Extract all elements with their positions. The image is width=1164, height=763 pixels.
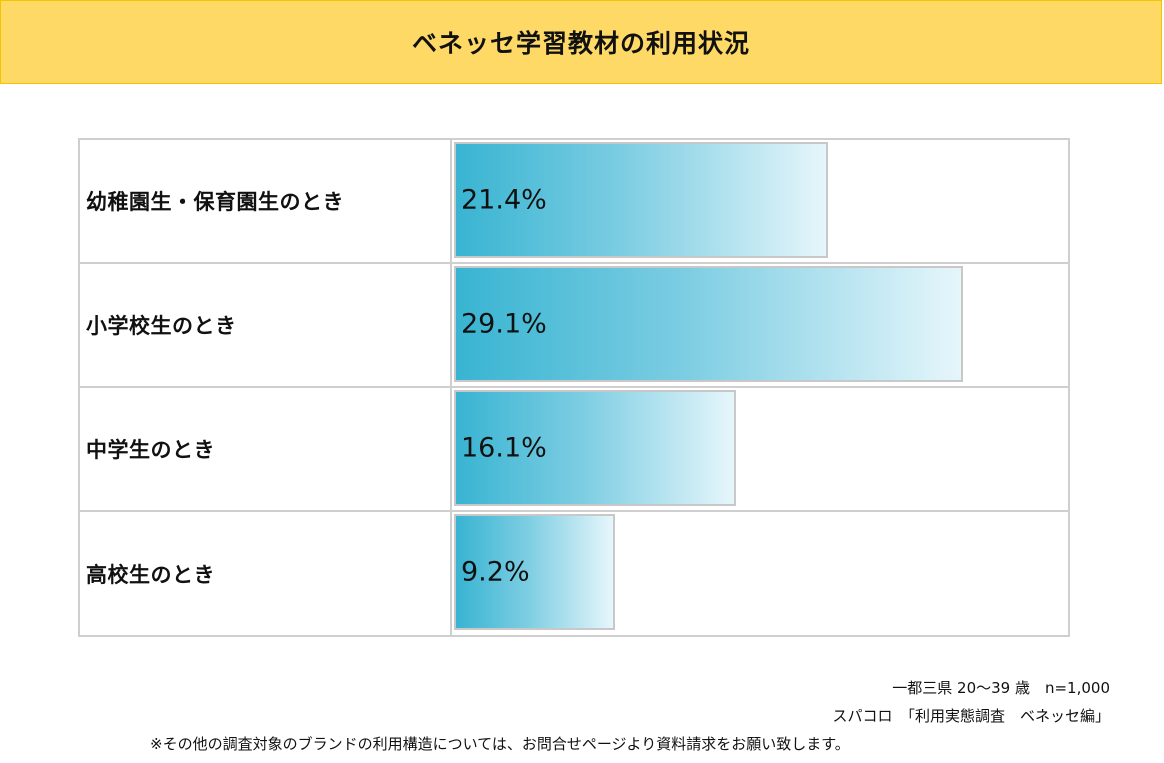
bar-cell: 29.1% bbox=[452, 264, 1068, 386]
bar-value-label: 9.2% bbox=[461, 556, 530, 588]
chart-row: 小学校生のとき 29.1% bbox=[80, 264, 1068, 388]
bar-value-label: 16.1% bbox=[461, 432, 547, 464]
bar: 9.2% bbox=[454, 514, 615, 630]
category-label: 中学生のとき bbox=[86, 438, 215, 462]
bar: 16.1% bbox=[454, 390, 736, 506]
chart-row: 中学生のとき 16.1% bbox=[80, 388, 1068, 512]
bar-value-label: 21.4% bbox=[461, 184, 547, 216]
survey-note: 一都三県 20～39 歳 n=1,000 bbox=[892, 679, 1110, 697]
chart-row: 高校生のとき 9.2% bbox=[80, 512, 1068, 636]
category-cell: 小学校生のとき bbox=[80, 264, 452, 386]
source-note: スパコロ 「利用実態調査 ベネッセ編」 bbox=[832, 707, 1110, 725]
bar-cell: 16.1% bbox=[452, 388, 1068, 510]
bar-cell: 21.4% bbox=[452, 140, 1068, 262]
bar: 29.1% bbox=[454, 266, 963, 382]
category-label: 幼稚園生・保育園生のとき bbox=[86, 190, 344, 214]
bar: 21.4% bbox=[454, 142, 828, 258]
category-cell: 高校生のとき bbox=[80, 512, 452, 636]
category-cell: 中学生のとき bbox=[80, 388, 452, 510]
bar-value-label: 29.1% bbox=[461, 308, 547, 340]
chart-row: 幼稚園生・保育園生のとき 21.4% bbox=[80, 140, 1068, 264]
footer-note: ※その他の調査対象のブランドの利用構造については、お問合せページより資料請求をお… bbox=[150, 735, 850, 753]
category-label: 小学校生のとき bbox=[86, 314, 237, 338]
category-label: 高校生のとき bbox=[86, 563, 215, 587]
bar-cell: 9.2% bbox=[452, 512, 1068, 636]
chart-title-bar: ベネッセ学習教材の利用状況 bbox=[0, 0, 1162, 84]
bar-chart: 幼稚園生・保育園生のとき 21.4% 小学校生のとき 29.1% 中学生のとき 16.1%… bbox=[78, 138, 1070, 637]
chart-title: ベネッセ学習教材の利用状況 bbox=[411, 29, 750, 58]
category-cell: 幼稚園生・保育園生のとき bbox=[80, 140, 452, 262]
